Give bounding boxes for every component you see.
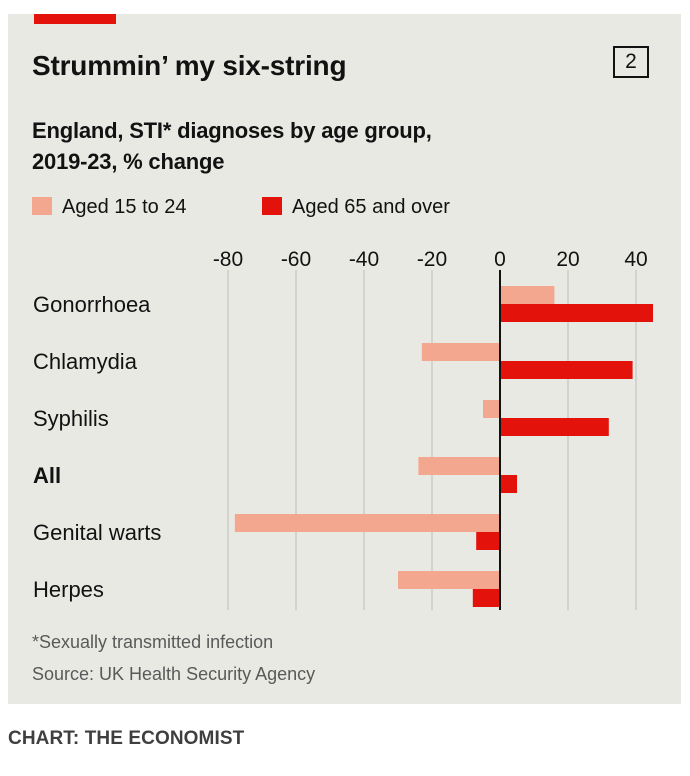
- chart-title: Strummin’ my six-string: [32, 50, 347, 81]
- chart-credit: CHART: THE ECONOMIST: [8, 728, 245, 749]
- bar-aged-65-over: [500, 475, 517, 493]
- legend-swatch-aged-65-over: [262, 197, 282, 215]
- source-note: Source: UK Health Security Agency: [32, 664, 316, 684]
- x-tick-label: 0: [494, 248, 506, 271]
- bar-aged-15-24: [421, 343, 500, 361]
- legend-item-aged-65-over: Aged 65 and over: [262, 196, 450, 219]
- chart-subtitle-line1: England, STI* diagnoses by age group,: [32, 118, 432, 143]
- x-tick-label: -60: [281, 248, 311, 271]
- bar-aged-65-over: [476, 532, 500, 550]
- brand-tag: [34, 14, 116, 24]
- category-label: Gonorrhoea: [33, 292, 151, 317]
- legend-item-aged-15-24: Aged 15 to 24: [32, 196, 187, 219]
- bar-aged-15-24: [500, 286, 555, 304]
- category-label: Herpes: [33, 577, 104, 602]
- footnote: *Sexually transmitted infection: [32, 632, 274, 652]
- x-tick-label: 40: [624, 248, 647, 271]
- x-tick-label: -40: [349, 248, 379, 271]
- category-label: Chlamydia: [33, 349, 138, 374]
- bar-aged-65-over: [500, 304, 653, 322]
- chart-panel: Strummin’ my six-string 2 England, STI* …: [8, 14, 681, 704]
- x-tick-label: -80: [213, 248, 243, 271]
- legend-label-aged-15-24: Aged 15 to 24: [62, 196, 187, 218]
- category-label: Genital warts: [33, 520, 161, 545]
- x-tick-label: -20: [417, 248, 447, 271]
- bar-aged-15-24: [418, 457, 500, 475]
- legend-label-aged-65-over: Aged 65 and over: [292, 196, 450, 218]
- bar-aged-65-over: [500, 361, 633, 379]
- category-label: Syphilis: [33, 406, 109, 431]
- chart-number-badge: 2: [613, 46, 649, 78]
- chart-subtitle-line2: 2019-23, % change: [32, 149, 225, 174]
- bar-aged-15-24: [483, 400, 500, 418]
- bar-aged-15-24: [234, 514, 501, 532]
- legend-swatch-aged-15-24: [32, 197, 52, 215]
- category-label: All: [33, 463, 61, 488]
- x-tick-label: 20: [556, 248, 579, 271]
- bar-aged-15-24: [398, 571, 500, 589]
- bar-aged-65-over: [500, 418, 609, 436]
- bar-aged-65-over: [472, 589, 500, 607]
